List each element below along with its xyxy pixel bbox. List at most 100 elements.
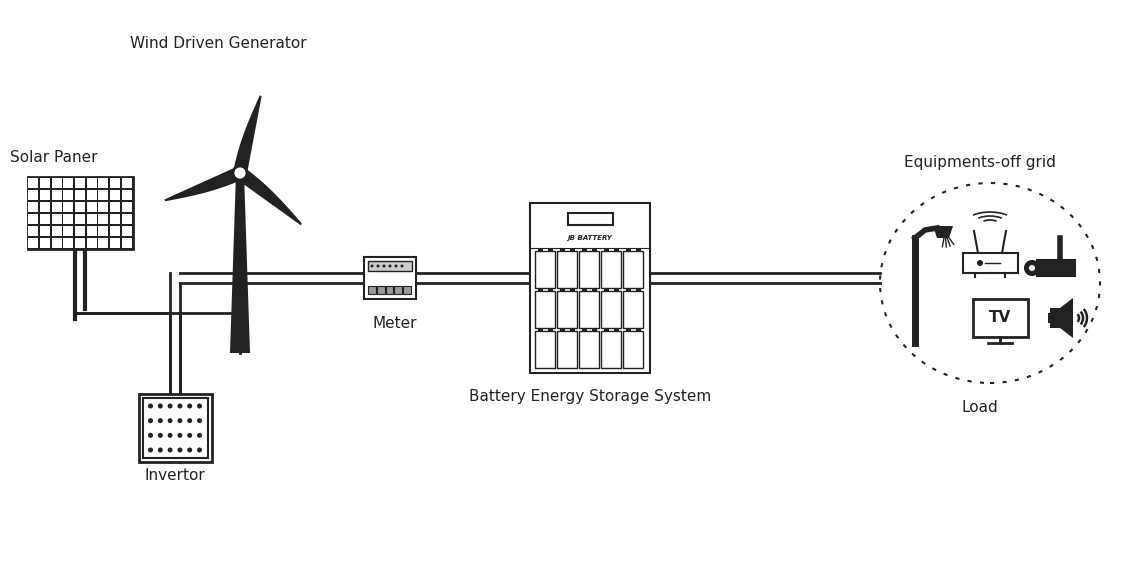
Bar	[27, 177, 133, 249]
Circle shape	[148, 448, 153, 452]
Bar	[63, 189, 73, 200]
Bar	[74, 214, 85, 224]
Bar	[74, 189, 85, 200]
Bar	[635, 248, 640, 252]
Circle shape	[197, 418, 202, 423]
Bar	[121, 178, 132, 188]
Bar	[560, 328, 564, 332]
Bar	[87, 189, 96, 200]
Circle shape	[401, 265, 403, 268]
Bar	[592, 288, 597, 292]
Bar	[535, 291, 555, 328]
Bar	[535, 251, 555, 288]
Circle shape	[232, 166, 247, 180]
Bar	[98, 226, 109, 236]
Circle shape	[395, 265, 397, 268]
Polygon shape	[933, 226, 953, 238]
Bar	[601, 251, 621, 288]
Circle shape	[187, 433, 192, 438]
Bar	[74, 226, 85, 236]
Circle shape	[197, 448, 202, 452]
Bar	[535, 331, 555, 368]
Bar	[1037, 260, 1075, 276]
Bar	[592, 328, 597, 332]
Bar	[1059, 248, 1063, 263]
Polygon shape	[230, 173, 250, 353]
Bar	[121, 238, 132, 248]
Bar	[63, 238, 73, 248]
Bar	[110, 202, 120, 212]
Bar	[530, 203, 650, 373]
Bar	[87, 178, 96, 188]
Bar	[63, 214, 73, 224]
Circle shape	[371, 265, 373, 268]
Bar	[547, 288, 553, 292]
Bar	[556, 251, 577, 288]
Text: Solar Paner: Solar Paner	[10, 150, 97, 166]
Circle shape	[388, 265, 392, 268]
Circle shape	[197, 403, 202, 409]
Circle shape	[148, 433, 153, 438]
Circle shape	[187, 448, 192, 452]
Bar	[121, 226, 132, 236]
Circle shape	[197, 433, 202, 438]
Bar	[52, 189, 62, 200]
Bar	[364, 257, 416, 299]
Bar	[582, 328, 586, 332]
Circle shape	[382, 265, 386, 268]
Bar	[87, 214, 96, 224]
Bar	[579, 291, 599, 328]
Circle shape	[167, 433, 173, 438]
Bar	[98, 178, 109, 188]
Circle shape	[167, 418, 173, 423]
Bar	[625, 288, 631, 292]
Bar	[110, 178, 120, 188]
Bar	[110, 238, 120, 248]
Bar	[569, 288, 575, 292]
Text: JB BATTERY: JB BATTERY	[568, 235, 613, 241]
Bar	[121, 214, 132, 224]
Circle shape	[377, 265, 379, 268]
Bar	[29, 189, 39, 200]
Circle shape	[977, 260, 984, 266]
Bar	[74, 178, 85, 188]
Bar	[614, 248, 618, 252]
Bar	[87, 238, 96, 248]
Bar	[556, 291, 577, 328]
Circle shape	[158, 418, 163, 423]
Text: Equipments-off grid: Equipments-off grid	[905, 156, 1056, 170]
Circle shape	[187, 403, 192, 409]
Circle shape	[1025, 261, 1039, 275]
Circle shape	[158, 433, 163, 438]
Circle shape	[148, 403, 153, 409]
Bar	[614, 328, 618, 332]
Bar	[121, 189, 132, 200]
Bar	[623, 291, 643, 328]
Bar	[1048, 313, 1055, 323]
Circle shape	[177, 448, 182, 452]
Bar	[52, 202, 62, 212]
Circle shape	[167, 448, 173, 452]
Bar	[52, 238, 62, 248]
Bar	[52, 178, 62, 188]
Bar	[74, 202, 85, 212]
Bar	[394, 286, 402, 294]
Bar	[29, 238, 39, 248]
Bar	[579, 251, 599, 288]
Bar	[63, 202, 73, 212]
Bar	[139, 394, 212, 462]
Circle shape	[1029, 265, 1035, 271]
Bar	[603, 288, 608, 292]
Bar	[40, 189, 50, 200]
Bar	[623, 331, 643, 368]
Text: Meter: Meter	[373, 315, 417, 331]
Circle shape	[177, 433, 182, 438]
Bar	[98, 202, 109, 212]
Bar	[29, 214, 39, 224]
Bar	[592, 248, 597, 252]
Circle shape	[177, 403, 182, 409]
Bar	[963, 253, 1018, 273]
Polygon shape	[234, 96, 262, 175]
Bar	[63, 226, 73, 236]
Bar	[40, 226, 50, 236]
